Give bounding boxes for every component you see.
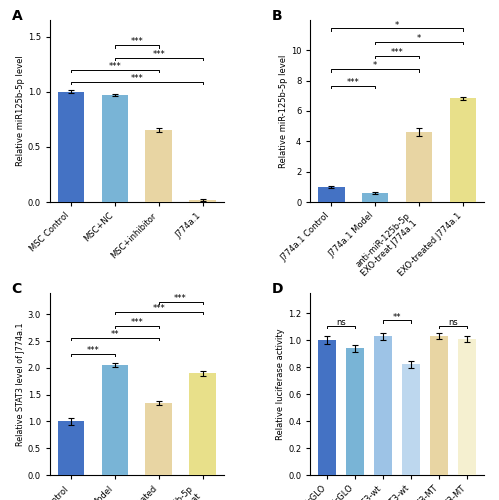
Bar (146, 130, 172, 202)
Bar (318, 187, 345, 202)
Text: ***: *** (86, 346, 99, 355)
Y-axis label: Relative STAT3 level of J774a.1: Relative STAT3 level of J774a.1 (16, 322, 25, 446)
Text: **: ** (393, 312, 402, 322)
Text: ***: *** (130, 74, 143, 83)
Bar (450, 98, 476, 202)
Bar (102, 95, 128, 202)
Text: *: * (395, 20, 399, 30)
Bar (58, 422, 84, 475)
Text: A: A (11, 9, 22, 23)
Text: ***: *** (130, 318, 143, 326)
Bar (430, 336, 448, 475)
Bar (58, 92, 84, 202)
Bar (374, 336, 392, 475)
Text: B: B (272, 9, 283, 23)
Text: *: * (373, 62, 377, 70)
Bar (406, 132, 432, 202)
Text: ***: *** (347, 78, 360, 87)
Bar (346, 348, 364, 475)
Bar (362, 193, 388, 202)
Bar (146, 402, 172, 475)
Text: ***: *** (174, 294, 187, 302)
Y-axis label: Relative miR125b-5p level: Relative miR125b-5p level (16, 56, 25, 166)
Text: ***: *** (152, 50, 165, 58)
Text: ***: *** (391, 48, 404, 57)
Bar (318, 340, 336, 475)
Text: ***: *** (130, 38, 143, 46)
Text: ns: ns (336, 318, 346, 327)
Text: D: D (272, 282, 283, 296)
Y-axis label: Relative miR-125b-5p level: Relative miR-125b-5p level (279, 54, 288, 168)
Text: *: * (417, 34, 421, 43)
Text: ***: *** (108, 62, 121, 71)
Text: ***: *** (152, 304, 165, 314)
Bar (189, 374, 216, 475)
Text: **: ** (111, 330, 119, 339)
Bar (189, 200, 216, 202)
Y-axis label: Relative luciferase activity: Relative luciferase activity (276, 328, 285, 440)
Text: ns: ns (448, 318, 458, 327)
Bar (102, 366, 128, 475)
Bar (458, 339, 476, 475)
Text: C: C (11, 282, 22, 296)
Bar (402, 364, 420, 475)
